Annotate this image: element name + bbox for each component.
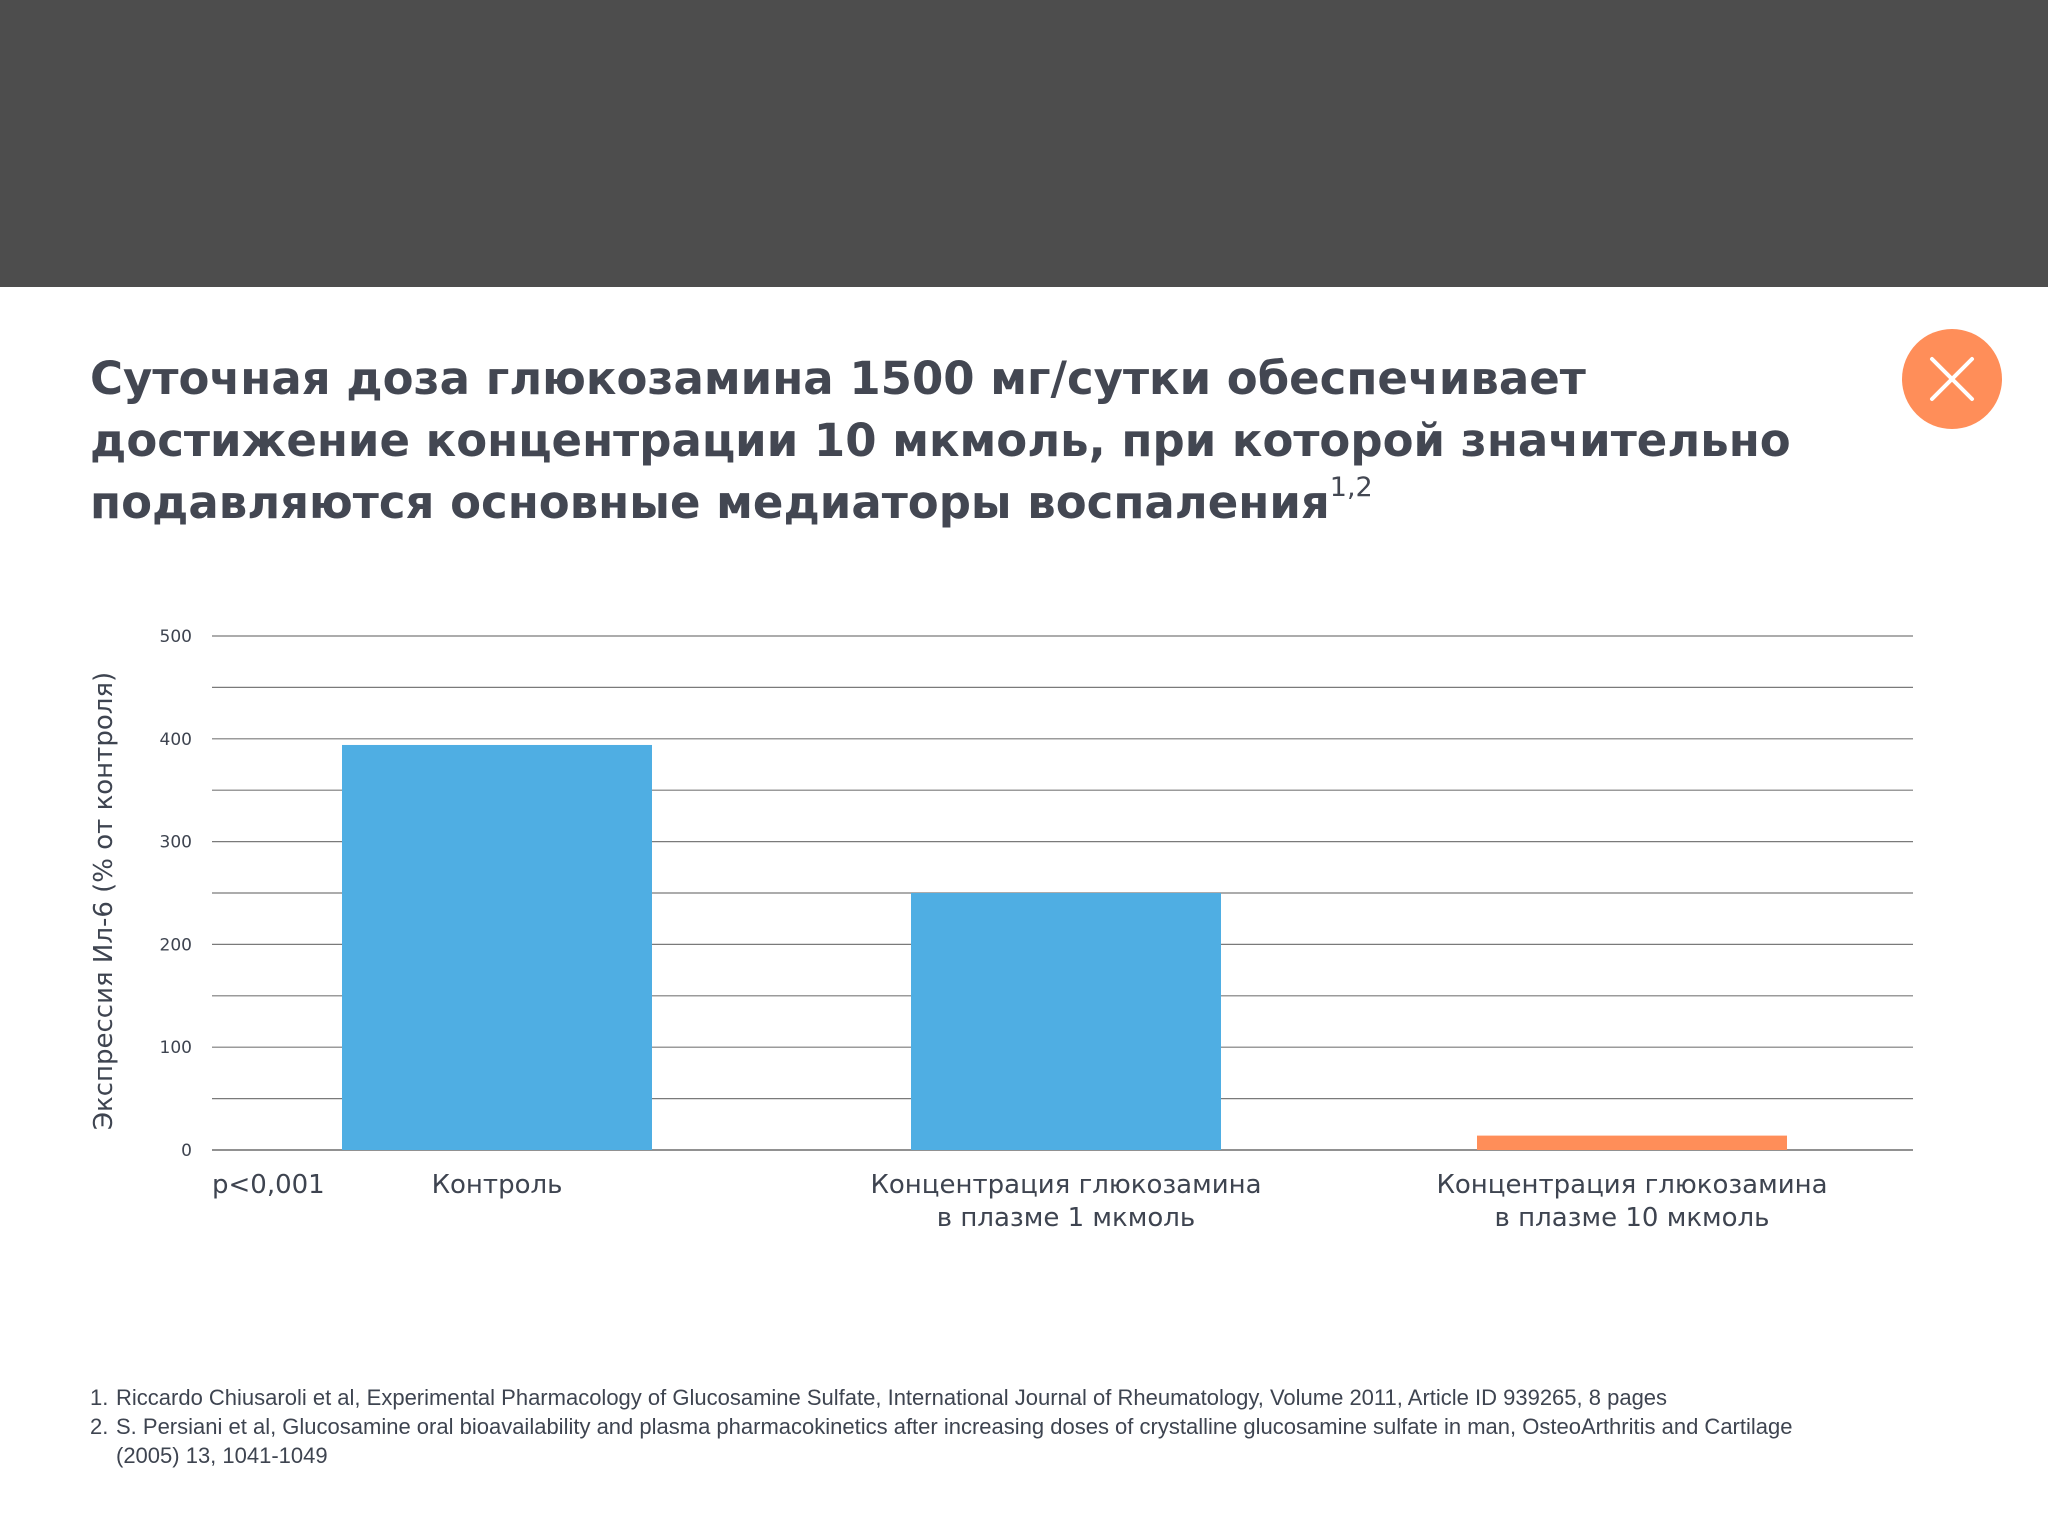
close-button[interactable] <box>1902 329 2002 429</box>
title-superscript: 1,2 <box>1329 472 1373 503</box>
x-category-label: в плазме 1 мкмоль <box>937 1203 1195 1233</box>
bar <box>342 744 652 1150</box>
footnote-number: 2. <box>90 1414 109 1439</box>
footnote-1: 1. Riccardo Chiusaroli et al, Experiment… <box>90 1383 1990 1412</box>
bar <box>1477 1135 1787 1150</box>
x-category-label: в плазме 10 мкмоль <box>1495 1203 1770 1233</box>
x-category-label: Концентрация глюкозамина <box>870 1170 1261 1200</box>
footnotes: 1. Riccardo Chiusaroli et al, Experiment… <box>90 1383 1990 1470</box>
bar <box>911 893 1221 1150</box>
page-title: Суточная доза глюкозамина 1500 мг/сутки … <box>90 348 1850 534</box>
y-axis-label: Экспрессия Ил-6 (% от контроля) <box>89 672 119 1130</box>
y-tick-label: 100 <box>160 1038 192 1058</box>
footnote-2: 2. S. Persiani et al, Glucosamine oral b… <box>90 1412 1990 1470</box>
footnote-text: Riccardo Chiusaroli et al, Experimental … <box>116 1385 1668 1410</box>
x-category-label: Концентрация глюкозамина <box>1436 1170 1827 1200</box>
title-line-3-text: подавляются основные медиаторы воспалени… <box>90 476 1330 529</box>
top-banner <box>0 0 2048 287</box>
x-category-label: Контроль <box>432 1170 563 1200</box>
y-tick-label: 200 <box>160 935 192 955</box>
title-line-1: Суточная доза глюкозамина 1500 мг/сутки … <box>90 352 1586 405</box>
bar-chart: 0 100 200 300 400 500 Экспрессия Ил-6 (% от ко… <box>89 627 1913 1233</box>
y-tick-label: 400 <box>160 730 192 750</box>
footnote-number: 1. <box>90 1385 109 1410</box>
y-tick-label: 0 <box>181 1141 192 1161</box>
close-icon <box>1930 357 1974 401</box>
title-line-3: подавляются основные медиаторы воспалени… <box>90 472 1850 534</box>
footnote-text: S. Persiani et al, Glucosamine oral bioa… <box>116 1414 1793 1468</box>
y-tick-label: 300 <box>160 833 192 853</box>
title-line-2: достижение концентрации 10 мкмоль, при к… <box>90 414 1791 467</box>
p-value-annotation: p<0,001 <box>212 1170 325 1200</box>
y-tick-label: 500 <box>160 627 192 647</box>
